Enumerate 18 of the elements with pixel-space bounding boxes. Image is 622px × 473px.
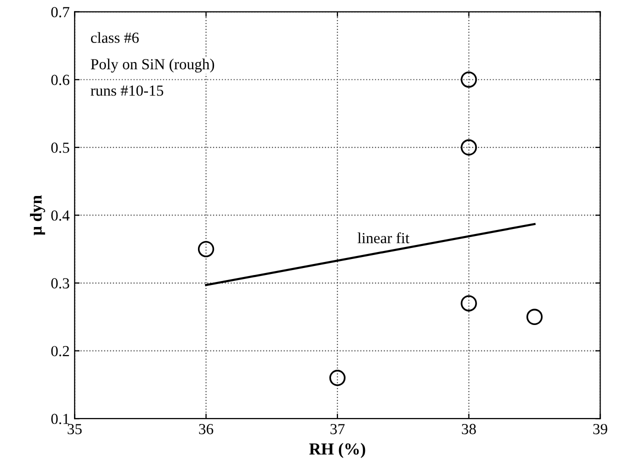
y-tick-label: 0.6 (51, 74, 70, 86)
y-tick-label: 0.7 (51, 6, 70, 18)
x-tick-label: 37 (330, 424, 345, 434)
annotation: Poly on SiN (rough) (90, 58, 214, 73)
y-tick-label: 0.4 (51, 210, 70, 221)
x-axis-title: RH (%) (309, 442, 366, 458)
y-tick-label: 0.1 (51, 414, 69, 424)
x-tick-label: 38 (462, 424, 476, 434)
y-tick-label: 0.3 (51, 278, 70, 289)
y-axis-title: μ dyn (30, 195, 46, 236)
y-tick-label: 0.2 (51, 346, 69, 356)
y-tick-label: 0.5 (51, 142, 70, 153)
annotation: class #6 (90, 32, 139, 43)
annotation: linear fit (358, 232, 410, 244)
x-tick-label: 35 (68, 424, 82, 434)
annotation: runs #10-15 (90, 85, 164, 96)
x-tick-label: 39 (593, 424, 608, 434)
x-tick-label: 36 (199, 424, 214, 434)
